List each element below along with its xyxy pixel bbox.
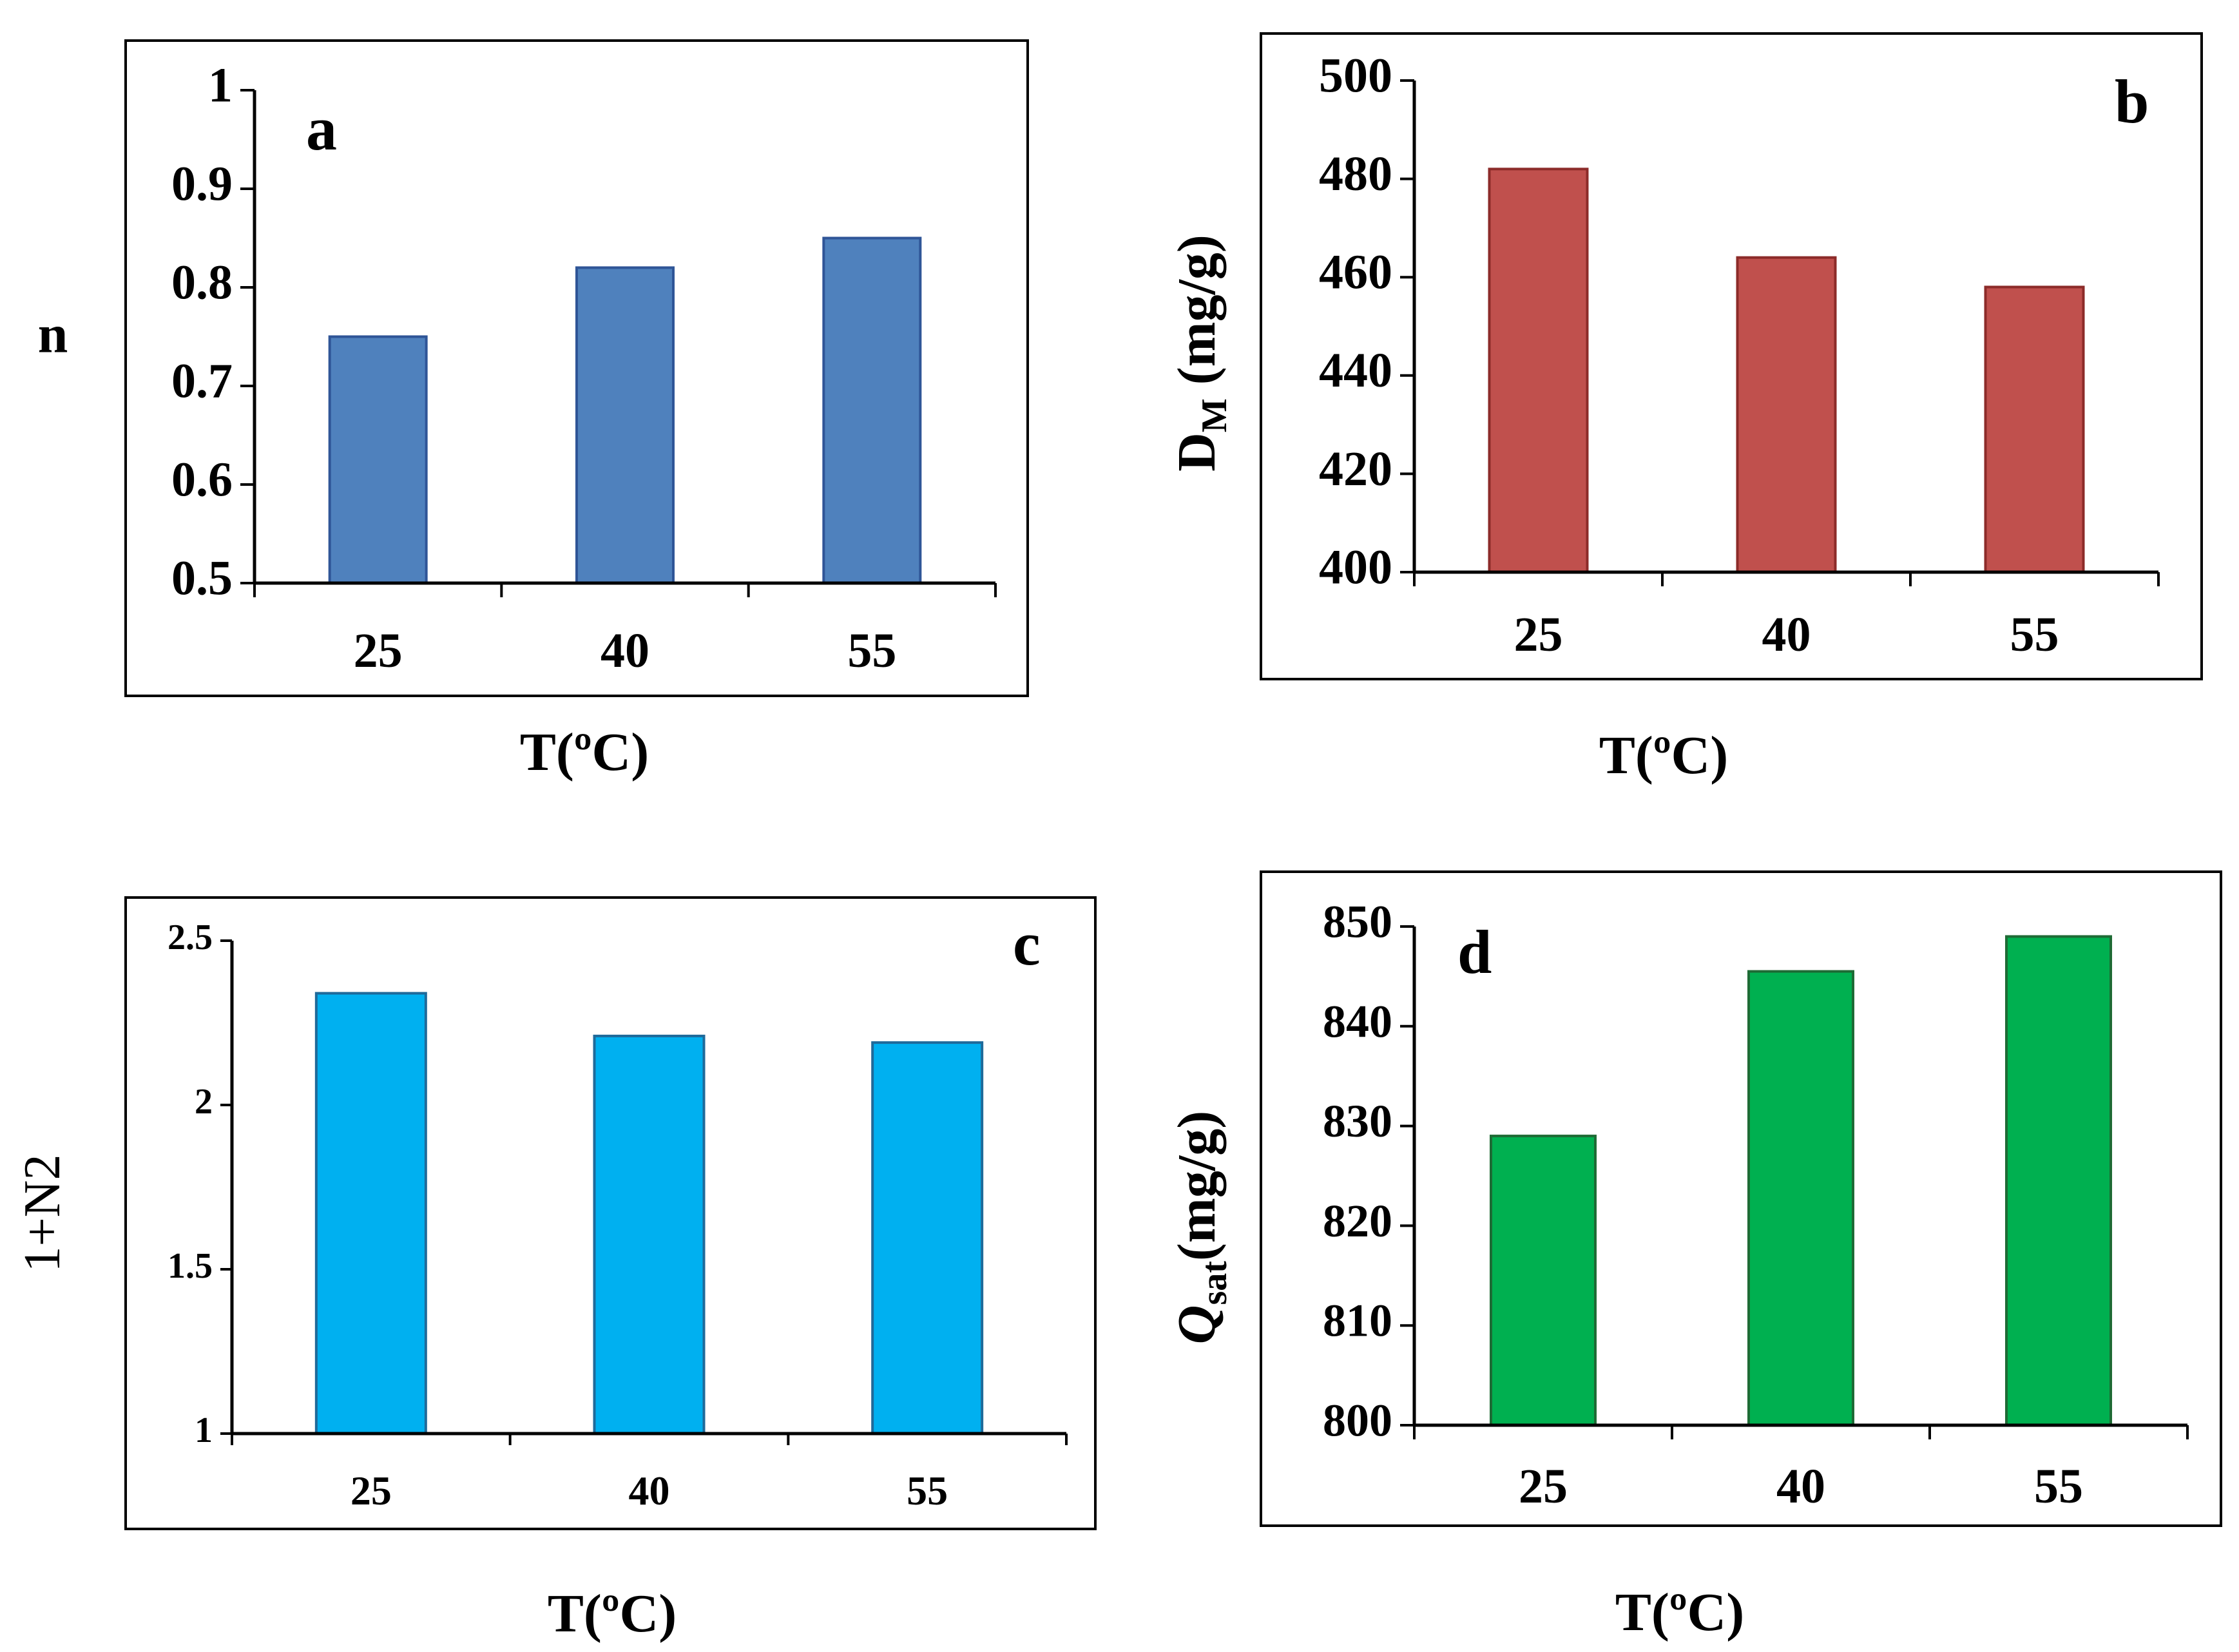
y-tick-label-d-3: 830 — [1323, 1095, 1392, 1147]
bar-a-40 — [575, 266, 675, 584]
y-tick-label-c-2: 2 — [195, 1082, 213, 1122]
y-tick-label-a-0: 0.5 — [171, 551, 233, 605]
panel-d-ylabel: Qsat(mg/g) — [1167, 1111, 1235, 1344]
panel-c-ylabel: 1+N2 — [14, 1155, 71, 1273]
panel-a-ylabel: n — [38, 304, 68, 364]
bar-d-40 — [1747, 970, 1854, 1427]
panel-b: 400 420 440 460 480 500 25 40 55 b DM (mg/g) T(º… — [1167, 32, 2203, 785]
panel-d: 800 810 820 830 840 850 25 40 55 d Qsat(mg/g) T(… — [1167, 870, 2222, 1642]
y-tick-label-a-5: 1 — [208, 58, 233, 112]
y-tick-label-a-2: 0.7 — [171, 354, 233, 408]
bar-c-40 — [593, 1034, 706, 1435]
y-tick-label-d-4: 840 — [1323, 995, 1392, 1047]
panel-c-plot: 1 1.5 2 2.5 25 40 55 — [168, 917, 1068, 1513]
bar-c-55 — [871, 1041, 984, 1435]
y-tick-label-b-5: 500 — [1319, 48, 1392, 102]
panel-c-xlabel: T(ºC) — [548, 1584, 677, 1644]
y-tick-label-d-0: 800 — [1323, 1395, 1392, 1446]
bar-b-25 — [1488, 168, 1589, 573]
panel-a-plot: 0.5 0.6 0.7 0.8 0.9 1 25 40 55 — [171, 58, 997, 678]
bar-d-55 — [2005, 935, 2112, 1426]
panel-a-letter: a — [306, 94, 337, 163]
y-tick-label-a-1: 0.6 — [171, 452, 233, 506]
x-tick-label-c-2: 55 — [907, 1468, 948, 1513]
y-tick-label-b-4: 480 — [1319, 147, 1392, 201]
x-tick-label-b-0: 25 — [1514, 608, 1563, 662]
y-tick-label-d-2: 820 — [1323, 1195, 1392, 1247]
y-tick-label-d-1: 810 — [1323, 1295, 1392, 1347]
panel-c-letter: c — [1013, 909, 1041, 978]
x-tick-label-a-2: 55 — [847, 624, 896, 678]
y-tick-label-c-1: 1.5 — [168, 1246, 213, 1286]
y-tick-label-b-0: 400 — [1319, 540, 1392, 594]
panel-d-letter: d — [1457, 917, 1492, 986]
x-tick-label-d-0: 25 — [1519, 1459, 1568, 1513]
panel-b-plot: 400 420 440 460 480 500 25 40 55 — [1319, 48, 2160, 662]
y-tick-label-c-3: 2.5 — [168, 917, 213, 957]
panel-b-ylabel-main: D — [1167, 432, 1227, 472]
x-tick-label-a-1: 40 — [601, 624, 649, 678]
bar-d-25 — [1490, 1135, 1597, 1426]
y-tick-label-b-1: 420 — [1319, 442, 1392, 496]
y-tick-label-c-0: 1 — [195, 1410, 213, 1450]
panel-a: 0.5 0.6 0.7 0.8 0.9 1 25 40 55 a n T(ºC) — [38, 39, 1029, 782]
x-tick-label-b-1: 40 — [1762, 608, 1811, 662]
bar-c-25 — [314, 992, 427, 1435]
panel-d-ylabel-sub: sat — [1195, 1261, 1235, 1305]
x-tick-label-d-1: 40 — [1776, 1459, 1825, 1513]
y-tick-label-a-3: 0.8 — [171, 255, 233, 309]
x-tick-label-a-0: 25 — [354, 624, 403, 678]
panel-b-xlabel: T(ºC) — [1599, 725, 1728, 785]
y-tick-label-a-4: 0.9 — [171, 157, 233, 211]
x-tick-label-c-1: 40 — [629, 1468, 670, 1513]
panel-a-xlabel: T(ºC) — [520, 722, 649, 782]
panel-d-plot: 800 810 820 830 840 850 25 40 55 — [1323, 896, 2189, 1513]
panel-d-xlabel: T(ºC) — [1615, 1582, 1744, 1642]
panel-c: 1 1.5 2 2.5 25 40 55 c 1+N2 T(ºC) — [14, 896, 1097, 1644]
y-tick-label-b-3: 460 — [1319, 245, 1392, 300]
y-tick-label-b-2: 440 — [1319, 343, 1392, 398]
y-tick-label-d-5: 850 — [1323, 896, 1392, 948]
bar-a-55 — [822, 236, 922, 584]
bar-b-40 — [1736, 256, 1837, 573]
bar-b-55 — [1984, 285, 2085, 573]
bar-a-25 — [328, 335, 428, 584]
panel-d-ylabel-main: Q — [1167, 1305, 1227, 1345]
panel-d-ylabel-tail: (mg/g) — [1167, 1111, 1227, 1261]
panel-b-letter: b — [2115, 67, 2149, 136]
x-tick-label-c-0: 25 — [351, 1468, 392, 1513]
panel-b-ylabel-sub: M — [1195, 398, 1235, 432]
panel-b-ylabel: DM (mg/g) — [1167, 235, 1235, 472]
panel-b-ylabel-tail: (mg/g) — [1167, 235, 1227, 398]
x-tick-label-d-2: 55 — [2034, 1459, 2083, 1513]
x-tick-label-b-2: 55 — [2010, 608, 2059, 662]
